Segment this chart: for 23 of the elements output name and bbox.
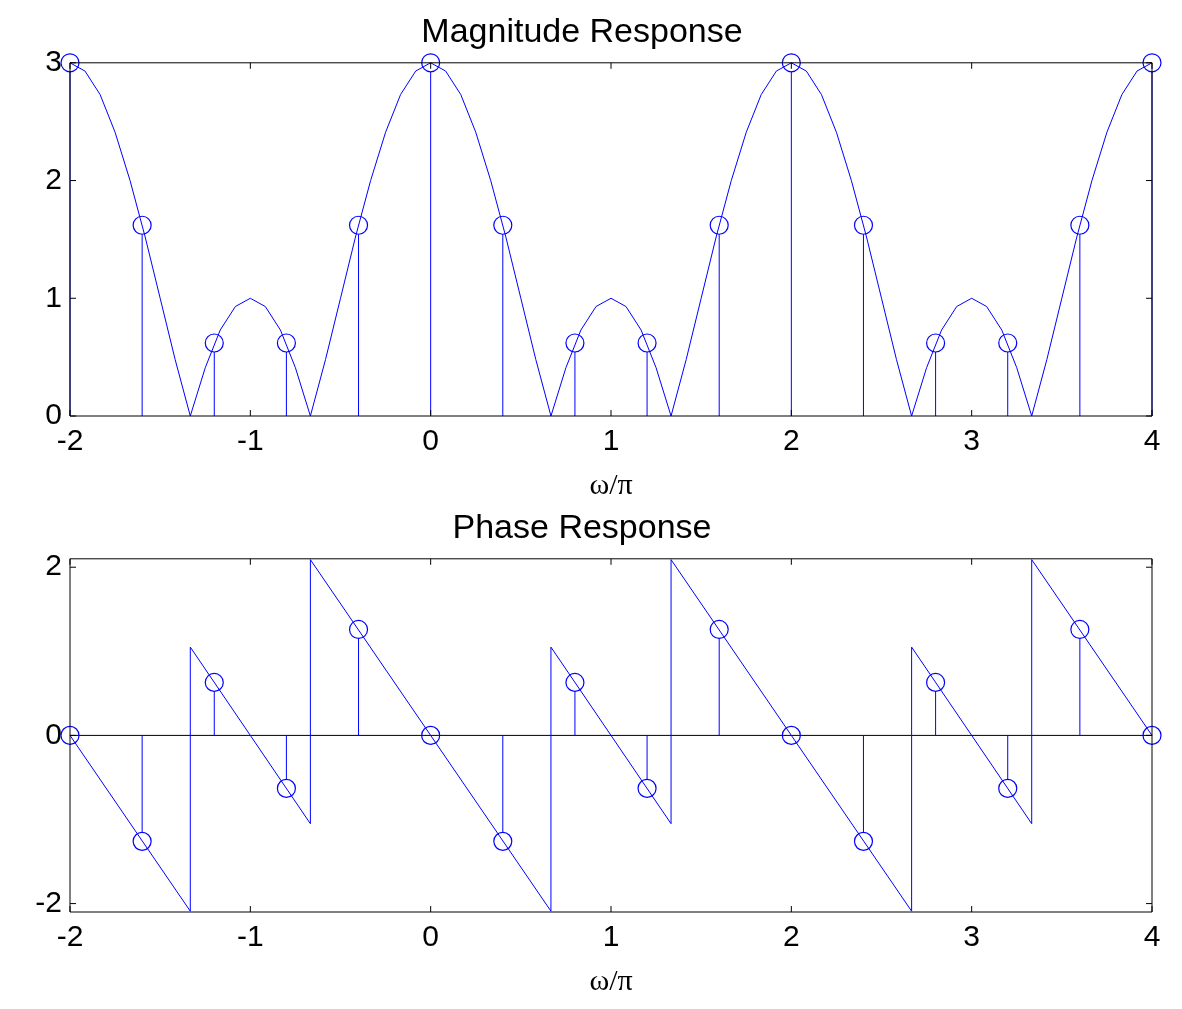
y-tick-label: 0 bbox=[45, 716, 62, 750]
y-tick-label: 2 bbox=[45, 161, 62, 195]
x-tick-label: 1 bbox=[602, 423, 620, 457]
y-tick-label: -2 bbox=[35, 884, 62, 918]
x-tick-label: 1 bbox=[602, 919, 620, 953]
x-tick-label: 3 bbox=[963, 423, 981, 457]
chart-title: Magnitude Response bbox=[421, 10, 743, 49]
x-tick-label: 2 bbox=[782, 423, 800, 457]
x-tick-label: -1 bbox=[236, 919, 264, 953]
y-tick-label: 0 bbox=[45, 397, 62, 431]
y-tick-label: 3 bbox=[45, 44, 62, 78]
x-tick-label: -1 bbox=[236, 423, 264, 457]
x-axis-title: ω/π bbox=[589, 962, 633, 996]
x-tick-label: 0 bbox=[422, 919, 440, 953]
y-tick-label: 2 bbox=[45, 548, 62, 582]
x-tick-label: 0 bbox=[422, 423, 440, 457]
y-tick-label: 1 bbox=[45, 279, 62, 313]
x-tick-label: 4 bbox=[1143, 423, 1161, 457]
x-axis-title: ω/π bbox=[589, 466, 633, 500]
x-tick-label: 3 bbox=[963, 919, 981, 953]
x-tick-label: 4 bbox=[1143, 919, 1161, 953]
chart-title: Phase Response bbox=[452, 506, 712, 545]
x-tick-label: 2 bbox=[782, 919, 800, 953]
